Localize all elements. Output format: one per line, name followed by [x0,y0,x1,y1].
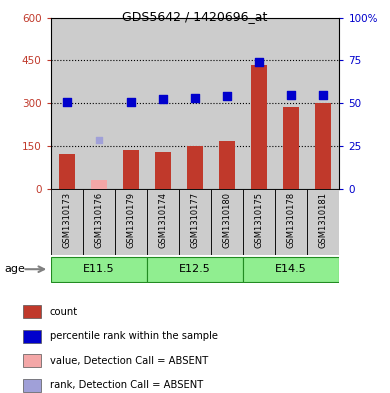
Text: age: age [4,264,25,274]
Point [96,137,102,143]
Point [192,95,198,101]
Bar [307,189,339,255]
Bar [23,305,41,318]
Text: E12.5: E12.5 [179,264,211,274]
Bar [211,18,243,189]
Bar [23,330,41,343]
Bar [115,189,147,255]
Text: GSM1310173: GSM1310173 [62,192,71,248]
Bar [251,65,267,189]
Text: GSM1310177: GSM1310177 [190,192,200,248]
Text: rank, Detection Call = ABSENT: rank, Detection Call = ABSENT [50,380,203,390]
Bar [51,189,83,255]
Bar [275,189,307,255]
Bar [243,257,339,281]
Text: E11.5: E11.5 [83,264,115,274]
Text: GSM1310180: GSM1310180 [223,192,232,248]
Bar [123,150,139,189]
Bar [51,18,83,189]
Bar [147,189,179,255]
Bar [83,18,115,189]
Bar [115,18,147,189]
Text: E14.5: E14.5 [275,264,307,274]
Bar [211,189,243,255]
Bar [83,189,115,255]
Bar [91,180,107,189]
Point [288,92,294,98]
Bar [315,103,331,189]
Bar [187,146,203,189]
Bar [307,18,339,189]
Bar [155,152,171,189]
Point [224,93,230,99]
Bar [243,189,275,255]
Text: GSM1310175: GSM1310175 [255,192,264,248]
Text: value, Detection Call = ABSENT: value, Detection Call = ABSENT [50,356,208,366]
Text: GDS5642 / 1420696_at: GDS5642 / 1420696_at [122,10,268,23]
Bar [275,18,307,189]
Text: GSM1310178: GSM1310178 [287,192,296,248]
Bar [283,107,299,189]
Point [160,96,166,102]
Bar [219,141,235,189]
Text: GSM1310179: GSM1310179 [126,192,135,248]
Point [128,99,134,105]
Bar [23,379,41,392]
Bar [179,18,211,189]
Bar [179,189,211,255]
Point [256,59,262,65]
Text: GSM1310174: GSM1310174 [158,192,167,248]
Bar [147,257,243,281]
Text: percentile rank within the sample: percentile rank within the sample [50,331,218,341]
Bar [51,257,147,281]
Point [64,99,70,105]
Text: GSM1310181: GSM1310181 [319,192,328,248]
Bar [23,354,41,367]
Bar [147,18,179,189]
Bar [243,18,275,189]
Bar [59,154,75,189]
Text: GSM1310176: GSM1310176 [94,192,103,248]
Point [320,92,326,98]
Text: count: count [50,307,78,317]
